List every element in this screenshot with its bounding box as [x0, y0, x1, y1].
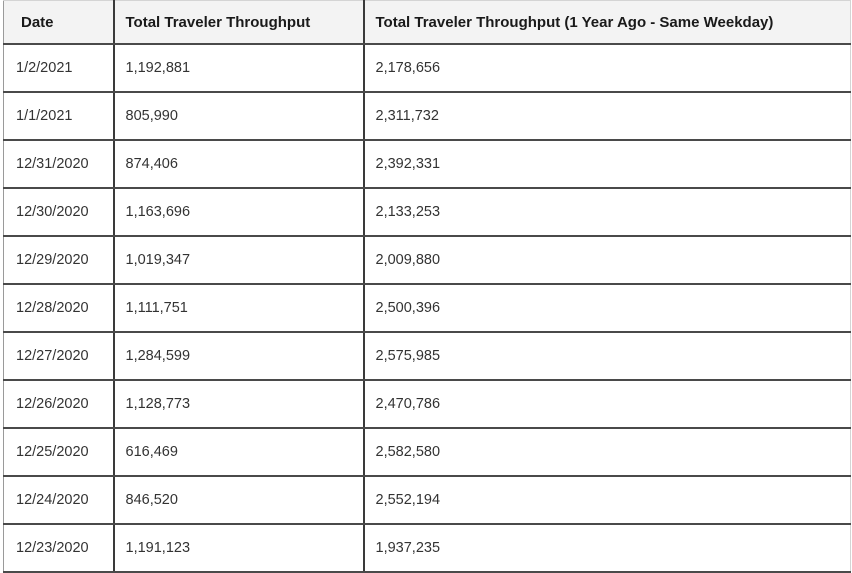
table-row: 12/27/2020 1,284,599 2,575,985	[3, 331, 851, 381]
cell-throughput-year-ago: 2,500,396	[363, 283, 851, 333]
cell-throughput: 1,191,123	[113, 523, 365, 573]
cell-throughput-year-ago: 2,178,656	[363, 43, 851, 93]
table-header: Date Total Traveler Throughput Total Tra…	[3, 0, 851, 45]
column-header-date: Date	[3, 0, 115, 45]
table-row: 1/1/2021 805,990 2,311,732	[3, 91, 851, 141]
cell-date: 12/30/2020	[3, 187, 115, 237]
column-header-throughput-year-ago: Total Traveler Throughput (1 Year Ago - …	[363, 0, 851, 45]
cell-throughput-year-ago: 2,552,194	[363, 475, 851, 525]
cell-date: 1/2/2021	[3, 43, 115, 93]
table-body: 1/2/2021 1,192,881 2,178,656 1/1/2021 80…	[3, 43, 851, 573]
table-row: 12/23/2020 1,191,123 1,937,235	[3, 523, 851, 573]
table-row: 12/29/2020 1,019,347 2,009,880	[3, 235, 851, 285]
cell-throughput: 846,520	[113, 475, 365, 525]
cell-date: 12/25/2020	[3, 427, 115, 477]
cell-throughput: 1,284,599	[113, 331, 365, 381]
cell-throughput-year-ago: 2,311,732	[363, 91, 851, 141]
cell-throughput-year-ago: 1,937,235	[363, 523, 851, 573]
cell-throughput-year-ago: 2,470,786	[363, 379, 851, 429]
cell-date: 12/28/2020	[3, 283, 115, 333]
table-row: 12/30/2020 1,163,696 2,133,253	[3, 187, 851, 237]
table-row: 12/25/2020 616,469 2,582,580	[3, 427, 851, 477]
throughput-table: Date Total Traveler Throughput Total Tra…	[3, 0, 851, 573]
cell-throughput: 1,128,773	[113, 379, 365, 429]
table-row: 12/28/2020 1,111,751 2,500,396	[3, 283, 851, 333]
cell-throughput: 1,019,347	[113, 235, 365, 285]
cell-date: 12/31/2020	[3, 139, 115, 189]
table-row: 12/31/2020 874,406 2,392,331	[3, 139, 851, 189]
cell-date: 12/29/2020	[3, 235, 115, 285]
throughput-table-container: Date Total Traveler Throughput Total Tra…	[3, 0, 851, 573]
cell-date: 12/23/2020	[3, 523, 115, 573]
cell-throughput: 1,163,696	[113, 187, 365, 237]
cell-date: 1/1/2021	[3, 91, 115, 141]
cell-throughput: 1,111,751	[113, 283, 365, 333]
cell-throughput: 1,192,881	[113, 43, 365, 93]
column-header-throughput: Total Traveler Throughput	[113, 0, 365, 45]
cell-date: 12/26/2020	[3, 379, 115, 429]
cell-throughput-year-ago: 2,392,331	[363, 139, 851, 189]
header-row: Date Total Traveler Throughput Total Tra…	[3, 0, 851, 45]
cell-throughput: 616,469	[113, 427, 365, 477]
cell-date: 12/24/2020	[3, 475, 115, 525]
cell-throughput: 874,406	[113, 139, 365, 189]
table-row: 12/26/2020 1,128,773 2,470,786	[3, 379, 851, 429]
cell-date: 12/27/2020	[3, 331, 115, 381]
cell-throughput-year-ago: 2,575,985	[363, 331, 851, 381]
table-row: 12/24/2020 846,520 2,552,194	[3, 475, 851, 525]
cell-throughput-year-ago: 2,009,880	[363, 235, 851, 285]
cell-throughput: 805,990	[113, 91, 365, 141]
cell-throughput-year-ago: 2,133,253	[363, 187, 851, 237]
table-row: 1/2/2021 1,192,881 2,178,656	[3, 43, 851, 93]
cell-throughput-year-ago: 2,582,580	[363, 427, 851, 477]
